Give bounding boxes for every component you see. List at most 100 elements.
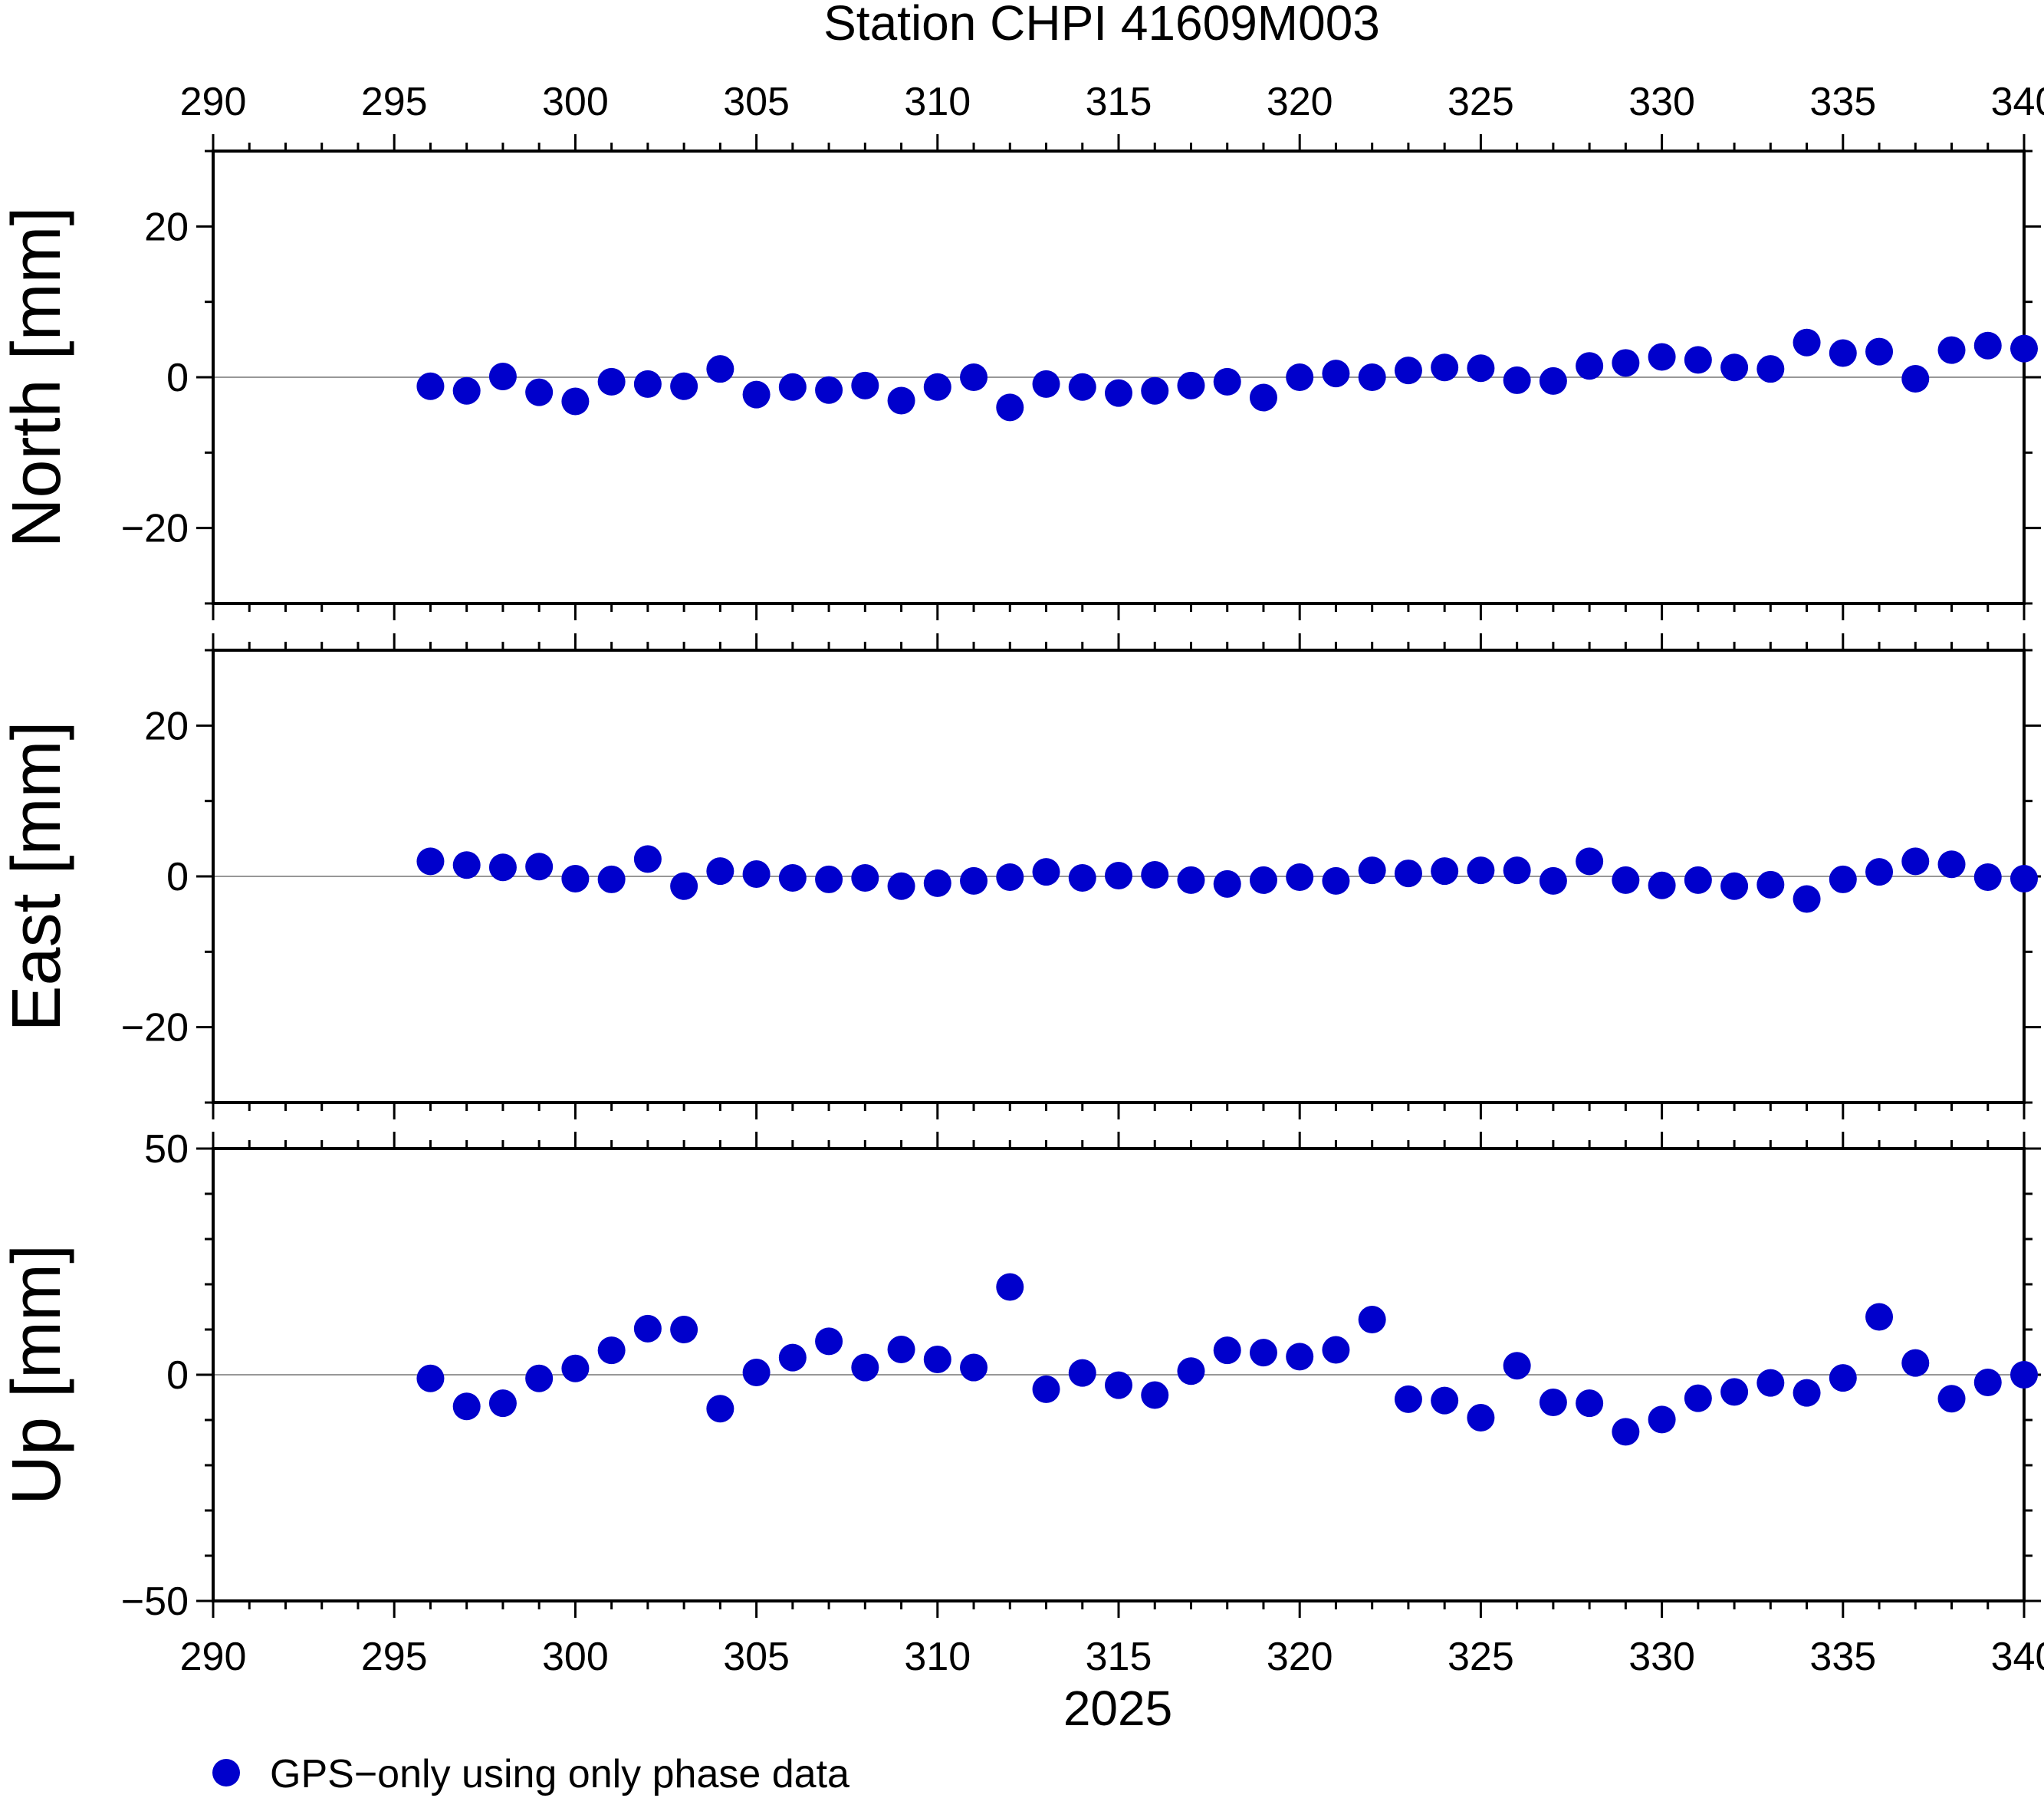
up-data-point	[1829, 1364, 1857, 1392]
north-data-point	[742, 380, 771, 409]
north-data-point	[1937, 336, 1966, 364]
north-data-point	[1503, 366, 1531, 394]
east-data-point	[1358, 856, 1386, 885]
legend-marker	[212, 1759, 240, 1786]
up-data-point	[1105, 1371, 1132, 1399]
up-data-point	[1032, 1375, 1060, 1403]
up-data-point	[1431, 1386, 1459, 1415]
up-data-point	[742, 1359, 771, 1387]
north-data-point	[851, 371, 879, 399]
up-data-point	[1322, 1336, 1350, 1364]
north-data-point	[488, 363, 517, 391]
east-data-point	[1322, 866, 1350, 895]
north-data-point	[887, 386, 915, 415]
up-y-axis-label: Up [mm]	[0, 1244, 75, 1505]
north-data-point	[1431, 353, 1459, 382]
east-data-point	[1793, 885, 1821, 913]
east-data-point	[1213, 869, 1241, 898]
north-data-point	[706, 355, 734, 383]
east-data-point	[1756, 870, 1785, 899]
east-data-point	[1467, 856, 1495, 885]
top-x-tick-label: 340	[1991, 80, 2044, 124]
east-data-point	[706, 857, 734, 886]
top-x-tick-label: 290	[180, 80, 247, 124]
panels-layer: 290 295 300 305 310 315 320 325 330 335 340 290 295 3…	[0, 80, 2044, 1679]
east-data-point	[1068, 863, 1096, 892]
north-data-point	[525, 378, 554, 406]
east-data-point	[1141, 861, 1169, 889]
east-data-point	[1503, 856, 1531, 885]
north-data-point	[1720, 353, 1749, 382]
east-y-tick-label: 0	[166, 855, 189, 899]
east-data-point	[1901, 847, 1930, 876]
east-data-point	[778, 863, 807, 892]
east-data-point	[923, 869, 951, 897]
east-y-tick-label: −20	[121, 1006, 189, 1050]
up-data-point	[778, 1343, 807, 1372]
north-y-tick-label: −20	[121, 507, 189, 551]
north-data-point	[1141, 376, 1169, 405]
up-data-point	[1539, 1388, 1567, 1416]
east-data-point	[1648, 871, 1676, 899]
east-data-point	[1286, 863, 1314, 891]
east-data-point	[1539, 866, 1567, 895]
up-data-point	[416, 1364, 445, 1392]
east-data-point	[452, 851, 481, 879]
up-data-point	[960, 1353, 988, 1382]
north-y-tick-label: 0	[166, 356, 189, 400]
up-y-tick-label: 50	[144, 1127, 189, 1172]
north-data-point	[597, 367, 626, 396]
east-data-point	[1612, 866, 1640, 894]
east-data-point	[525, 853, 554, 881]
north-panel-frame	[212, 150, 2026, 605]
up-data-point	[597, 1336, 626, 1365]
north-data-point	[1032, 370, 1060, 398]
east-data-point	[1105, 862, 1132, 890]
east-data-point	[1973, 863, 2002, 891]
up-data-point	[1793, 1379, 1821, 1407]
top-x-tick-label: 320	[1267, 80, 1333, 124]
up-data-point	[923, 1345, 951, 1373]
bottom-x-tick-label: 300	[542, 1635, 609, 1679]
north-data-point	[1684, 346, 1712, 374]
east-data-point	[1249, 866, 1277, 894]
east-data-point	[416, 847, 445, 876]
up-data-point	[1068, 1359, 1096, 1387]
legend-label: GPS−only using only phase data	[270, 1752, 849, 1796]
east-data-point	[488, 853, 517, 882]
up-data-point	[1973, 1369, 2002, 1397]
top-x-tick-label: 330	[1628, 80, 1695, 124]
up-data-point	[1503, 1352, 1531, 1380]
up-data-point	[1937, 1385, 1966, 1413]
north-data-point	[996, 393, 1024, 422]
up-data-point	[1141, 1381, 1169, 1409]
up-data-point	[851, 1353, 879, 1382]
bottom-x-tick-label: 340	[1991, 1635, 2044, 1679]
east-data-point	[1431, 857, 1459, 886]
north-data-point	[1177, 371, 1205, 399]
up-data-point	[1612, 1418, 1640, 1446]
top-x-tick-label: 335	[1809, 80, 1876, 124]
bottom-x-tick-label: 325	[1448, 1635, 1514, 1679]
up-data-point	[1648, 1405, 1676, 1434]
east-data-point	[597, 865, 626, 893]
bottom-x-tick-label: 330	[1628, 1635, 1695, 1679]
east-y-tick-label: 20	[144, 704, 189, 748]
x-axis-label: 2025	[1063, 1681, 1172, 1736]
north-data-point	[1612, 349, 1640, 377]
east-data-point	[742, 860, 771, 889]
north-data-point	[1249, 383, 1277, 412]
east-data-point	[815, 865, 843, 893]
up-data-point	[488, 1389, 517, 1418]
north-data-point	[1901, 364, 1930, 393]
east-data-point	[996, 863, 1024, 891]
top-x-tick-label: 295	[361, 80, 428, 124]
bottom-x-tick-label: 320	[1267, 1635, 1333, 1679]
north-data-point	[778, 373, 807, 401]
north-data-point	[815, 376, 843, 404]
east-data-point	[1684, 866, 1712, 894]
north-data-point	[1756, 355, 1785, 383]
north-data-point	[561, 387, 590, 416]
up-data-point	[1576, 1389, 1604, 1418]
bottom-x-tick-label: 315	[1086, 1635, 1152, 1679]
